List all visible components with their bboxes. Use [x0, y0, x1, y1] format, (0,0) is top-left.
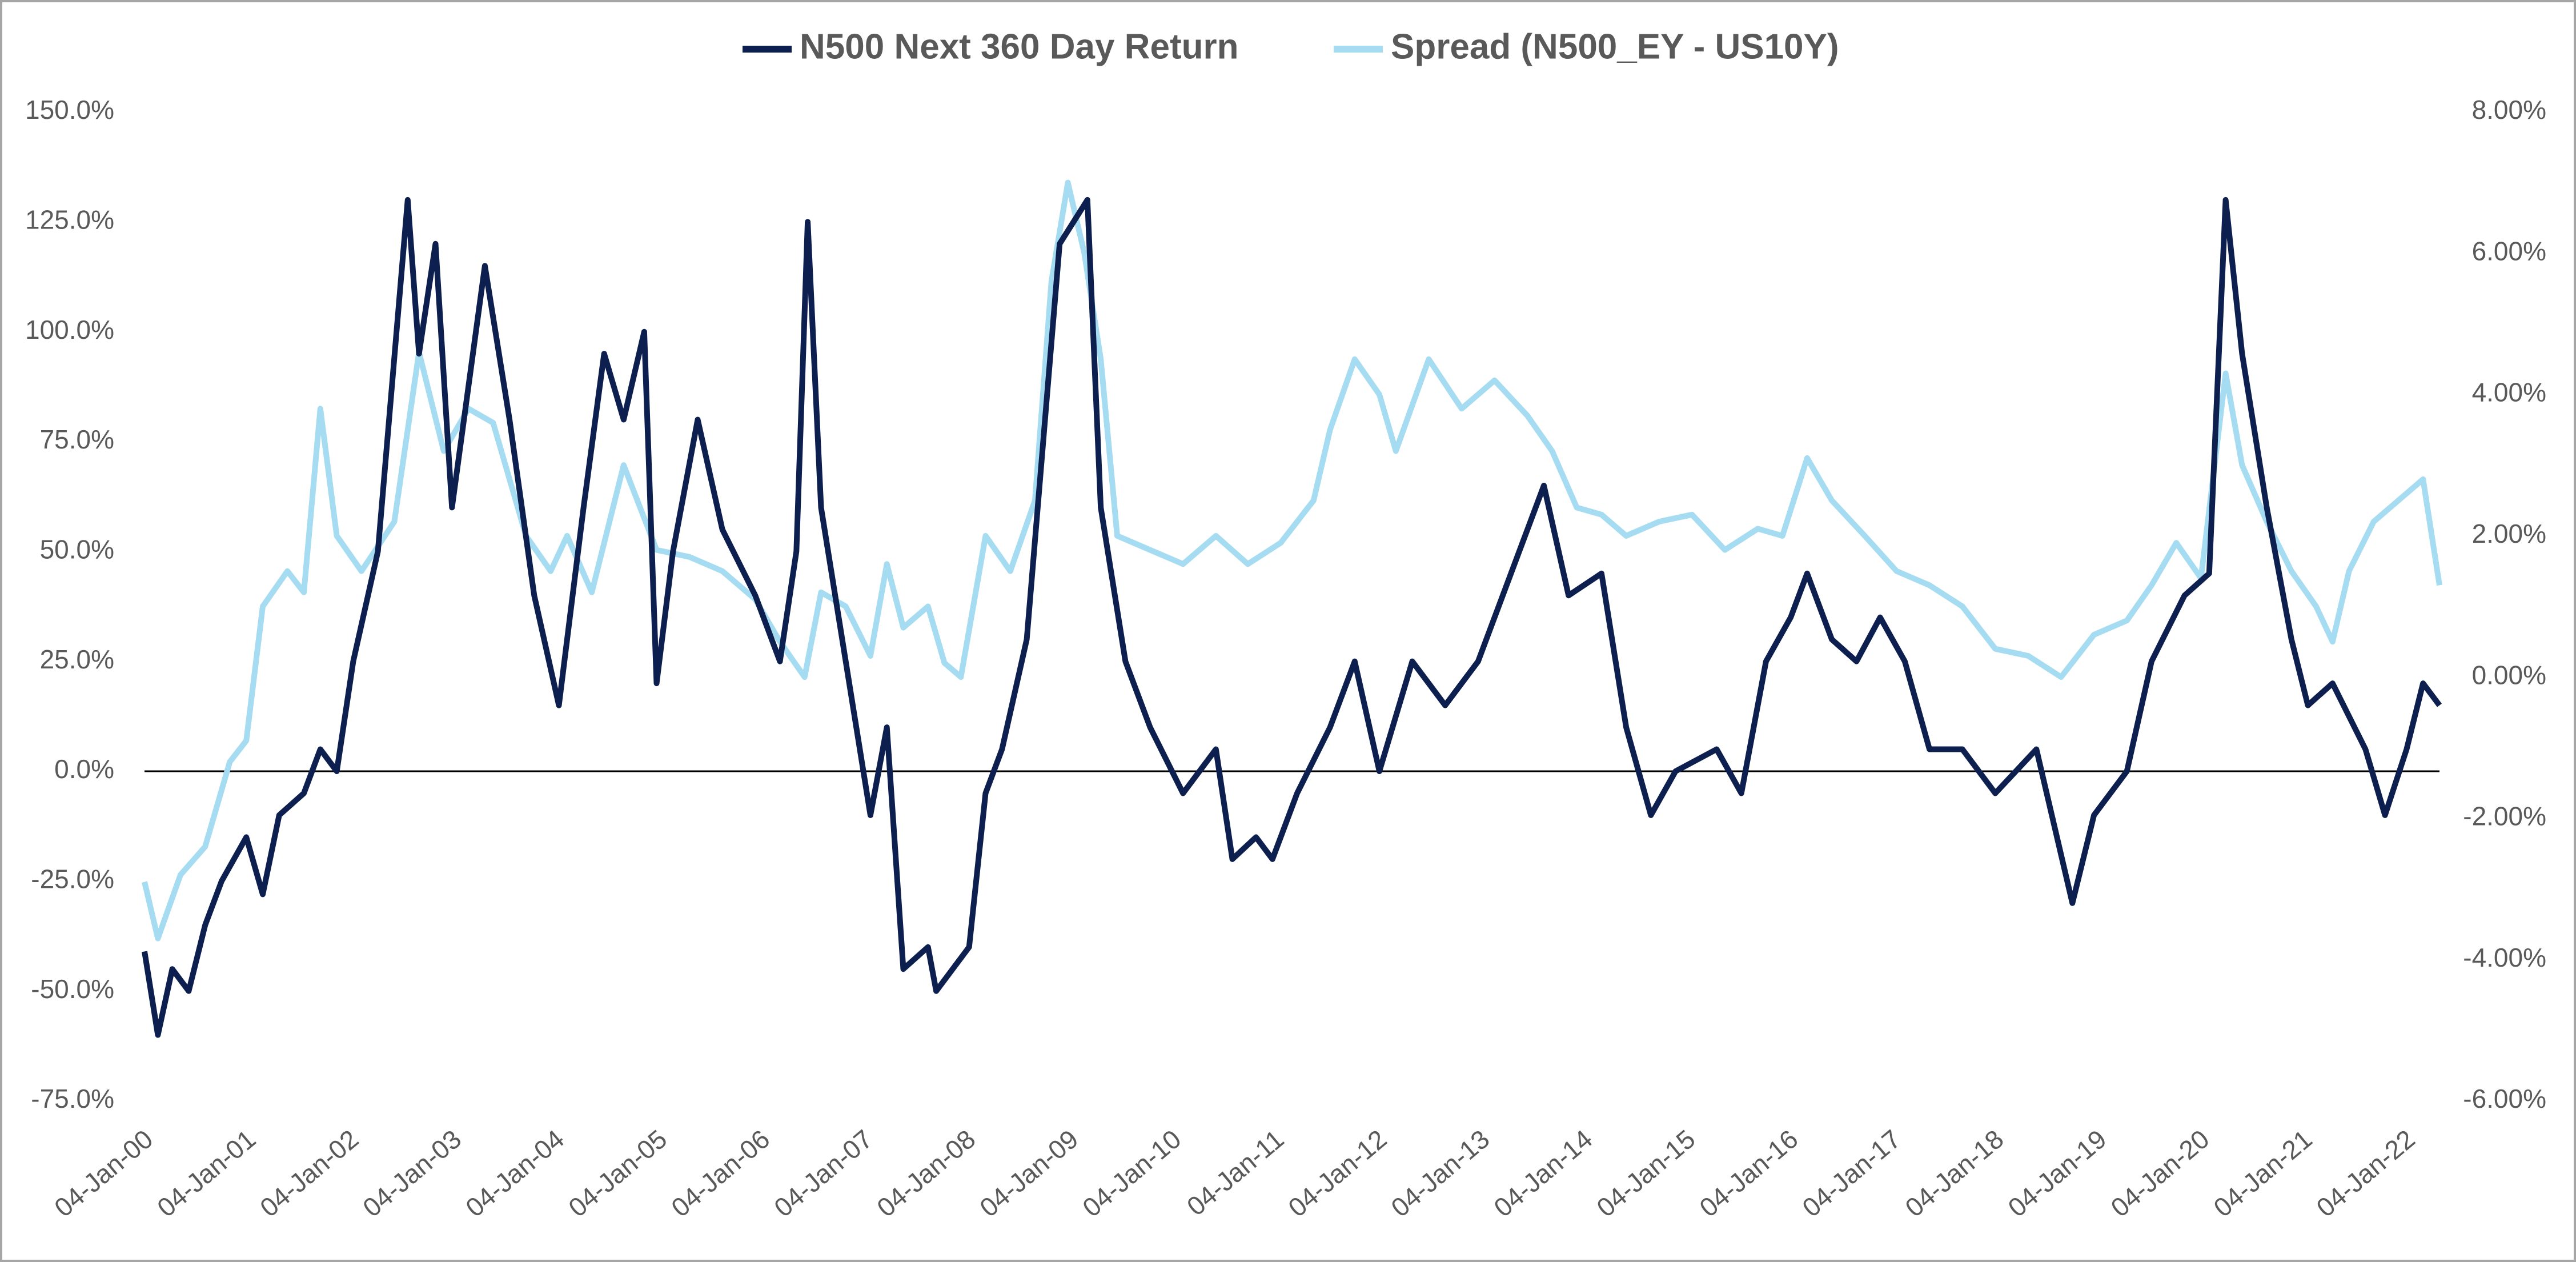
legend-label: Spread (N500_EY - US10Y) — [1391, 27, 1839, 66]
y-tick-label: -75.0% — [31, 1084, 114, 1113]
y-tick-label: 0.0% — [54, 754, 114, 784]
y-tick-label: -50.0% — [31, 974, 114, 1004]
y2-tick-label: -2.00% — [2463, 802, 2546, 831]
y2-tick-label: 8.00% — [2472, 95, 2546, 125]
y2-tick-label: 6.00% — [2472, 236, 2546, 266]
y2-tick-label: 2.00% — [2472, 519, 2546, 548]
y2-tick-label: 4.00% — [2472, 378, 2546, 407]
y2-tick-label: 0.00% — [2472, 660, 2546, 690]
y2-tick-label: -6.00% — [2463, 1084, 2546, 1113]
y-tick-label: 50.0% — [40, 534, 114, 564]
y-tick-label: 75.0% — [40, 424, 114, 454]
series-line — [142, 179, 2442, 942]
y-tick-label: 150.0% — [25, 95, 114, 125]
y-tick-label: 100.0% — [25, 315, 114, 344]
series-line — [142, 197, 2442, 1038]
y-tick-label: 125.0% — [25, 205, 114, 234]
y-tick-label: 25.0% — [40, 644, 114, 674]
y-tick-label: -25.0% — [31, 864, 114, 894]
legend-label: N500 Next 360 Day Return — [800, 27, 1238, 66]
y2-tick-label: -4.00% — [2463, 943, 2546, 972]
